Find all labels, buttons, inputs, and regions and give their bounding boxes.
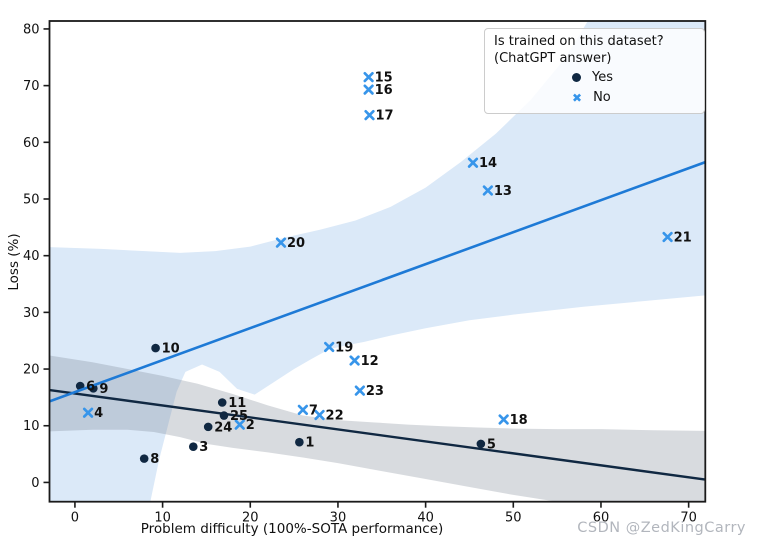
watermark: CSDN @ZedKingCarry <box>577 520 746 536</box>
point-18-marker <box>498 414 509 425</box>
point-17-marker <box>364 109 375 121</box>
point-11-marker <box>217 398 227 407</box>
regression-lines <box>49 160 706 481</box>
legend: Is trained on this dataset? (ChatGPT ans… <box>484 28 705 114</box>
point-24-label: 24 <box>214 420 232 435</box>
confidence-band-yes <box>49 355 706 502</box>
point-7-label: 7 <box>309 403 318 418</box>
point-1-label: 1 <box>305 436 314 451</box>
point-6-label: 6 <box>86 380 95 395</box>
x-axis-label: Problem difficulty (100%-SOTA performanc… <box>140 521 444 537</box>
legend-item-no-label: No <box>593 90 611 105</box>
y-tick-label-30: 30 <box>23 306 40 321</box>
y-tick-label-60: 60 <box>23 136 40 151</box>
point-8-label: 8 <box>150 452 159 467</box>
x-tick-label-30: 30 <box>330 511 347 526</box>
point-23-label: 23 <box>366 384 384 399</box>
y-tick-label-80: 80 <box>23 22 40 37</box>
x-marker-icon: ✖ <box>572 90 583 105</box>
regression-line-yes <box>49 388 706 481</box>
y-axis-ticks: 0 10 20 30 40 50 60 70 80 <box>23 22 50 491</box>
point-24-marker <box>203 422 213 432</box>
point-19-marker <box>324 341 335 353</box>
legend-item-no: ✖ No <box>494 88 704 107</box>
y-tick-label-70: 70 <box>23 79 40 94</box>
point-22-label: 22 <box>326 408 344 423</box>
point-13-marker <box>482 185 494 196</box>
point-16-marker <box>363 84 374 95</box>
point-20-marker <box>275 237 287 248</box>
x-tick-label-10: 10 <box>154 511 171 526</box>
point-17-label: 17 <box>376 109 394 124</box>
x-tick-label-0: 0 <box>71 511 79 526</box>
legend-title-line1: Is trained on this dataset? <box>494 34 664 49</box>
point-3-label: 3 <box>199 440 208 455</box>
point-12-marker <box>349 355 360 366</box>
y-axis-label: Loss (%) <box>6 233 22 291</box>
point-3-marker <box>188 442 198 452</box>
x-tick-label-70: 70 <box>680 511 697 526</box>
point-2-label: 2 <box>246 418 255 433</box>
point-4-label: 4 <box>94 406 103 421</box>
point-11-label: 11 <box>228 396 246 411</box>
point-2-marker <box>234 419 245 430</box>
point-16-label: 16 <box>375 83 393 98</box>
x-axis-ticks: 0 10 20 30 40 50 60 70 <box>71 501 697 526</box>
point-25-label: 25 <box>230 409 248 424</box>
legend-item-yes-label: Yes <box>592 70 613 85</box>
point-4-marker <box>82 407 94 418</box>
x-tick-label-50: 50 <box>505 511 522 526</box>
point-23-marker <box>354 385 366 396</box>
point-7-marker <box>297 404 309 416</box>
point-19-label: 19 <box>335 340 353 355</box>
point-9-label: 9 <box>99 382 108 397</box>
point-20-label: 20 <box>287 236 305 251</box>
legend-title-line2: (ChatGPT answer) <box>494 50 612 66</box>
point-14-label: 14 <box>479 156 497 171</box>
x-tick-label-60: 60 <box>593 511 610 526</box>
point-1-marker <box>295 437 304 447</box>
point-21-marker <box>662 231 673 243</box>
legend-title: Is trained on this dataset? (ChatGPT ans… <box>494 34 704 67</box>
point-5-label: 5 <box>487 437 496 452</box>
dot-marker-icon <box>572 73 581 82</box>
point-10-marker <box>151 343 160 353</box>
confidence-bands <box>49 21 706 502</box>
point-13-label: 13 <box>494 184 512 199</box>
point-18-label: 18 <box>510 413 528 428</box>
y-tick-label-20: 20 <box>23 363 40 378</box>
point-12-label: 12 <box>361 354 379 369</box>
point-15-label: 15 <box>375 71 393 86</box>
regression-line-no <box>49 160 706 403</box>
point-14-marker <box>467 157 479 168</box>
point-15-marker <box>363 71 374 83</box>
y-tick-label-50: 50 <box>23 192 40 207</box>
x-tick-label-40: 40 <box>417 511 434 526</box>
y-tick-label-40: 40 <box>23 249 40 264</box>
confidence-band-no <box>49 21 706 502</box>
plot-border <box>48 20 707 503</box>
point-22-marker <box>314 409 325 421</box>
legend-item-yes: Yes <box>494 68 704 87</box>
point-8-marker <box>139 454 149 463</box>
point-10-label: 10 <box>162 342 180 357</box>
y-tick-label-0: 0 <box>31 476 39 491</box>
x-tick-label-20: 20 <box>242 511 259 526</box>
y-tick-label-10: 10 <box>23 419 40 434</box>
point-5-marker <box>476 439 486 449</box>
point-21-label: 21 <box>674 230 692 245</box>
